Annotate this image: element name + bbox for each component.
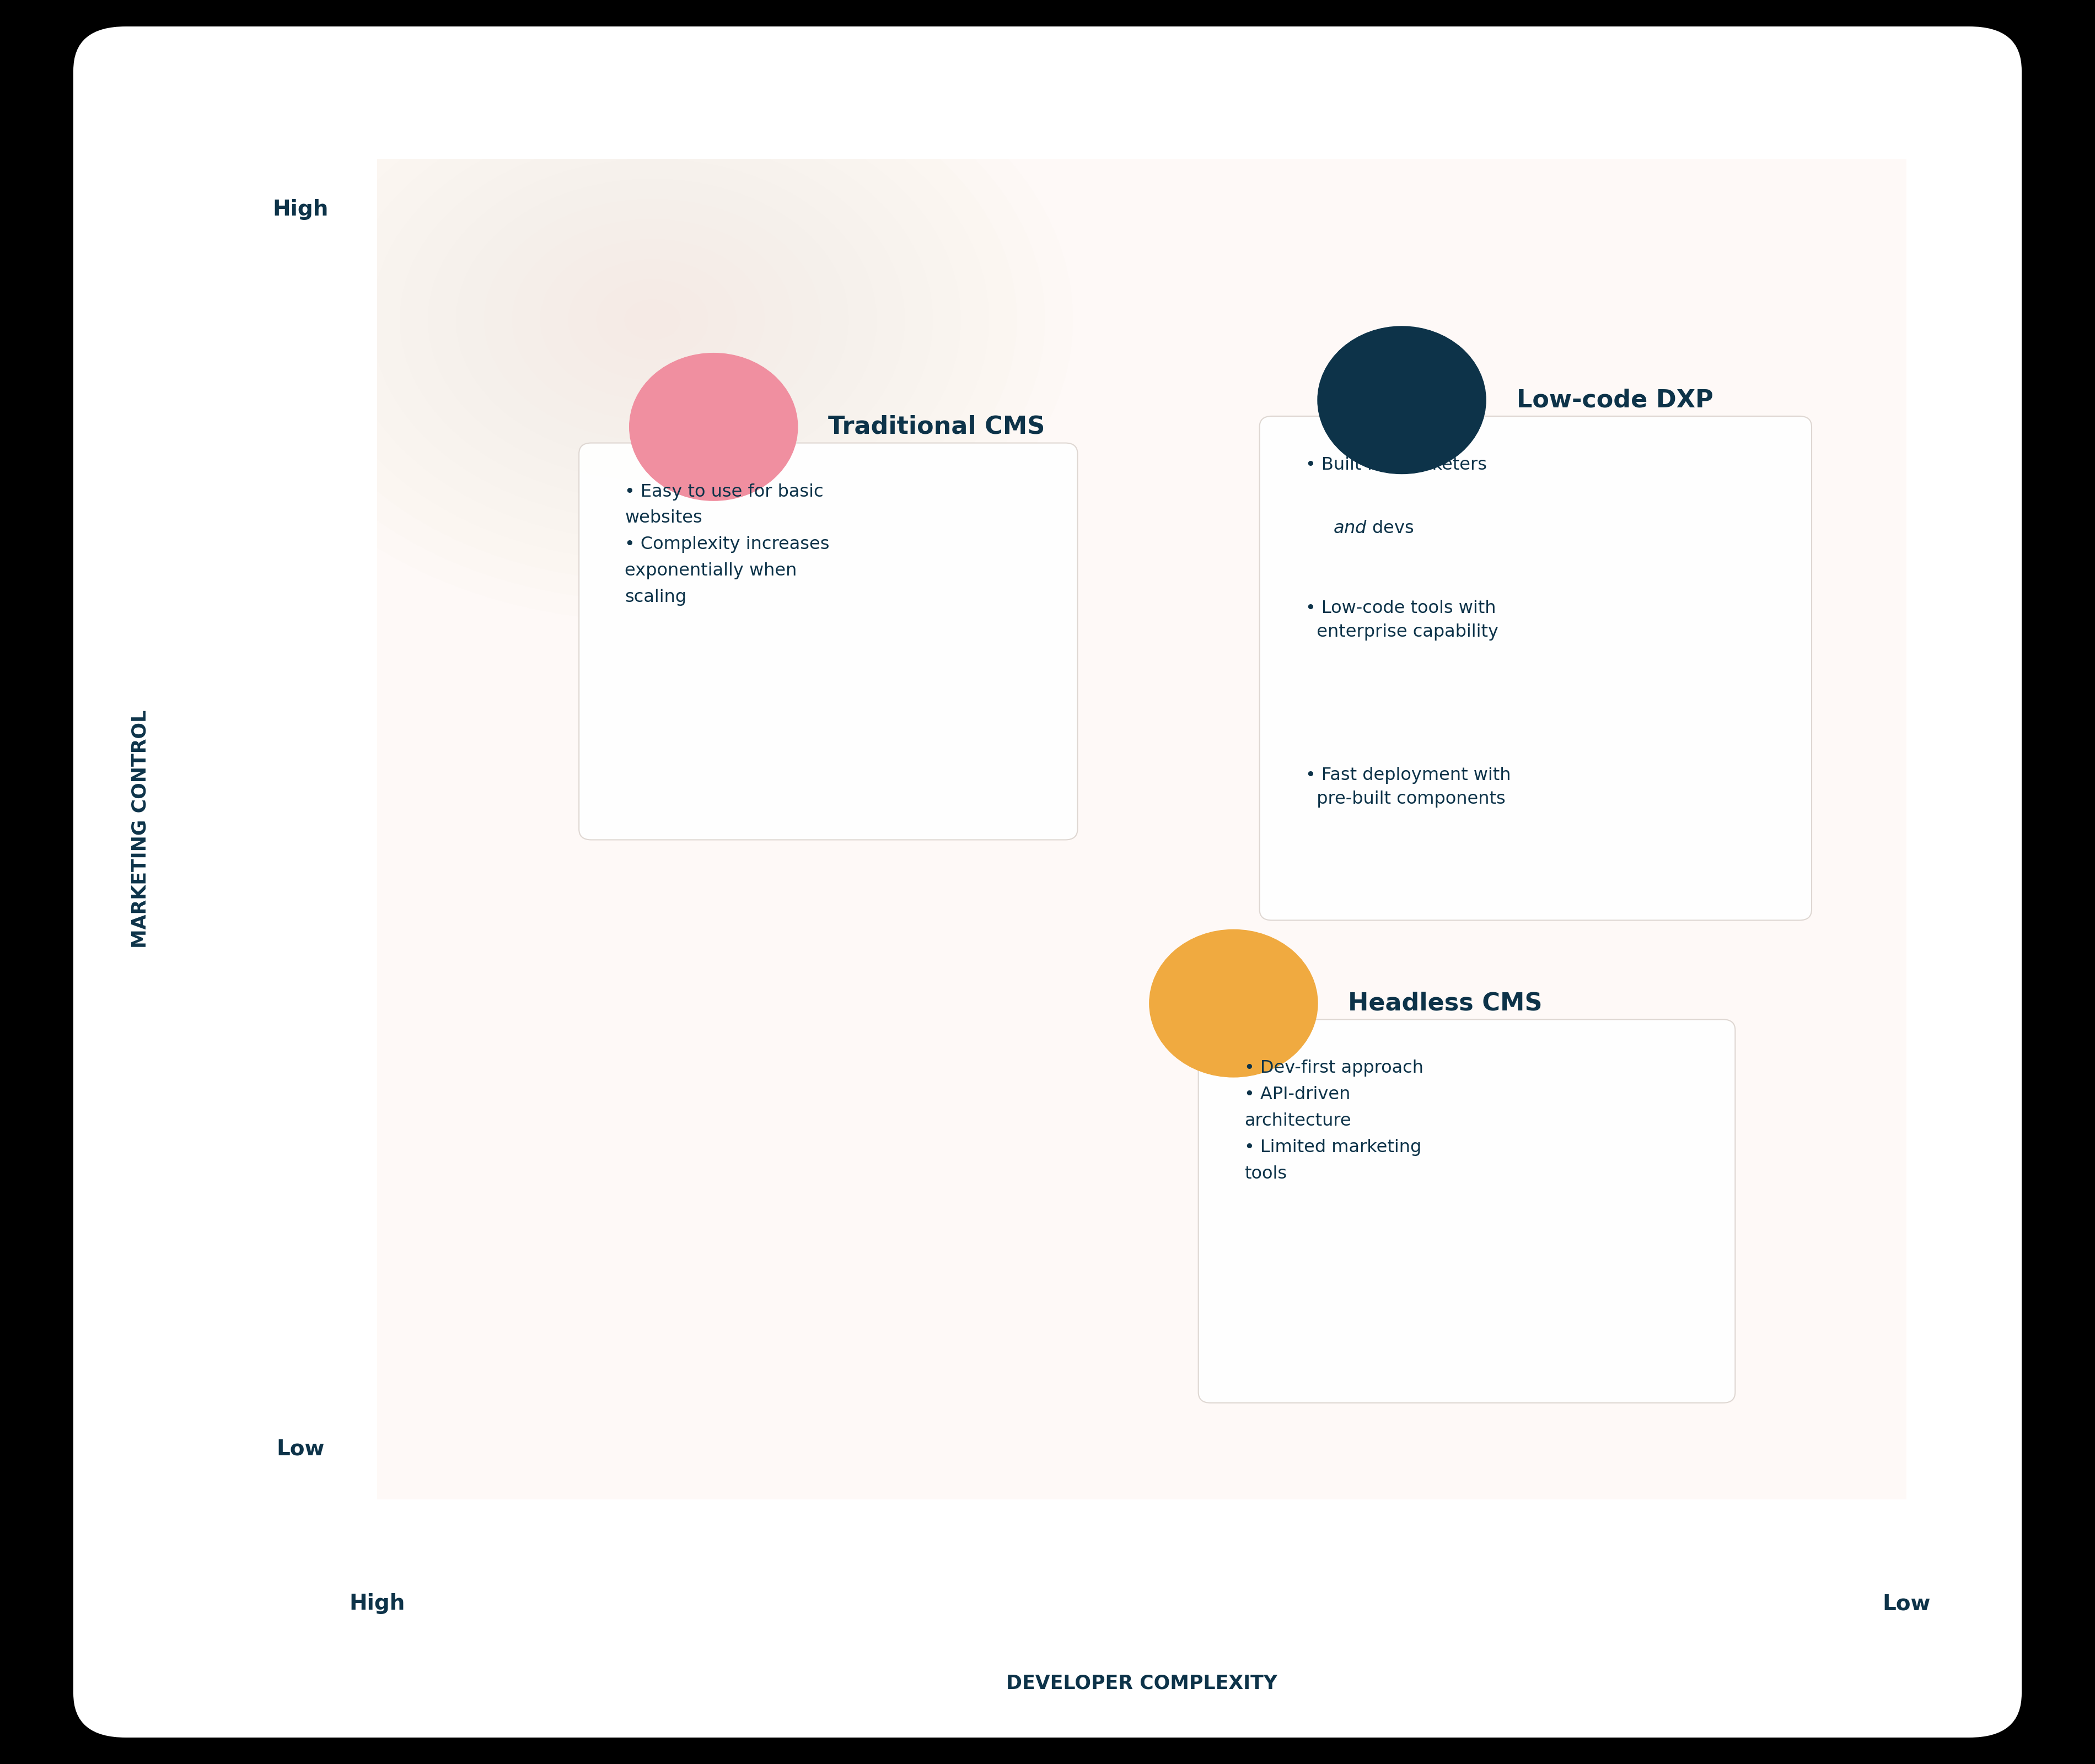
Text: • Low-code tools with
  enterprise capability: • Low-code tools with enterprise capabil… <box>1305 600 1498 640</box>
Text: • Easy to use for basic
websites
• Complexity increases
exponentially when
scali: • Easy to use for basic websites • Compl… <box>624 483 830 605</box>
Text: Low: Low <box>277 1438 325 1459</box>
Text: • Built for marketers: • Built for marketers <box>1305 457 1492 473</box>
Circle shape <box>628 353 798 501</box>
FancyBboxPatch shape <box>578 443 1077 840</box>
Text: Headless CMS: Headless CMS <box>1349 991 1542 1016</box>
Text: High: High <box>272 199 329 220</box>
Text: Traditional CMS: Traditional CMS <box>828 415 1045 439</box>
Text: MARKETING CONTROL: MARKETING CONTROL <box>130 709 149 949</box>
Text: • Dev-first approach
• API-driven
architecture
• Limited marketing
tools: • Dev-first approach • API-driven archit… <box>1244 1060 1423 1182</box>
Text: DEVELOPER COMPLEXITY: DEVELOPER COMPLEXITY <box>1006 1674 1278 1692</box>
Circle shape <box>1318 326 1485 475</box>
Text: • Fast deployment with
  pre-built components: • Fast deployment with pre-built compone… <box>1305 767 1510 808</box>
FancyBboxPatch shape <box>1198 1020 1735 1402</box>
Circle shape <box>1150 930 1318 1078</box>
Text: $\it{and}$ devs: $\it{and}$ devs <box>1332 520 1414 536</box>
Text: Low-code DXP: Low-code DXP <box>1517 388 1714 413</box>
Text: High: High <box>350 1593 404 1614</box>
FancyBboxPatch shape <box>1259 416 1812 921</box>
Text: Low: Low <box>1883 1593 1929 1614</box>
FancyBboxPatch shape <box>73 26 2022 1738</box>
